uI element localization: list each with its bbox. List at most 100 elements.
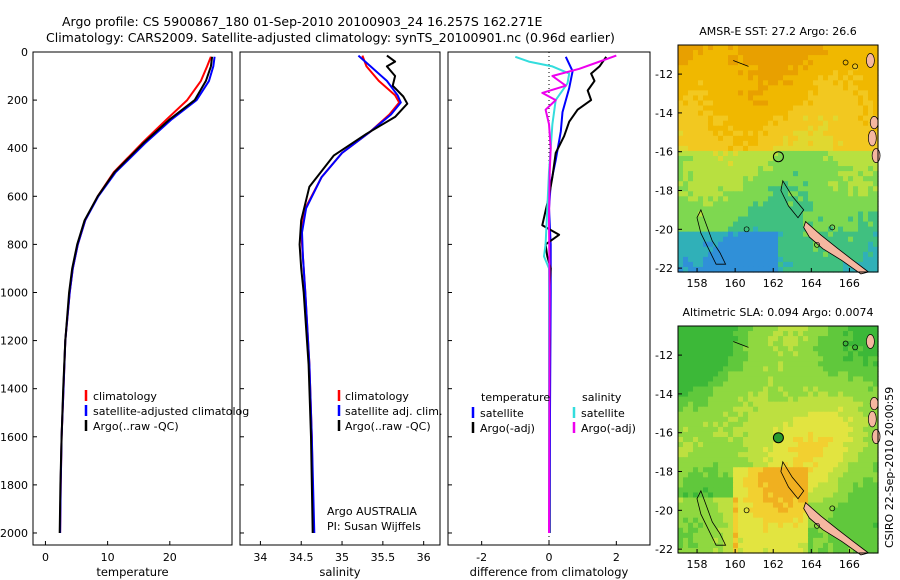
sla_map-cell [683, 386, 689, 393]
sst_map-cell [858, 166, 864, 172]
sst_map-cell [793, 140, 799, 147]
sla_map-cell [738, 472, 744, 478]
sst_map-cell [843, 150, 849, 157]
sla_map-cell [743, 406, 749, 413]
sst_map-cell [823, 130, 829, 137]
sst_map-cell [808, 171, 814, 177]
sst_map-cell [708, 60, 714, 66]
sla_map-cell [858, 351, 864, 357]
sla_map-cell [838, 416, 844, 423]
sla_map-cell [738, 532, 744, 539]
sst_map-cell [858, 125, 864, 132]
sla_map-cell [813, 416, 819, 423]
sst_map-cell [678, 241, 684, 248]
sst_map-cell [873, 80, 879, 86]
sla_map-cell [783, 517, 789, 524]
sst_map-cell [723, 105, 729, 112]
sst_map-cell [683, 85, 689, 91]
sst_map-cell [853, 55, 859, 61]
sst_map-cell [803, 100, 809, 107]
sst_map-cell [778, 216, 784, 223]
sst_map-cell [748, 176, 754, 182]
sla_map-cell [783, 467, 789, 473]
sst_map-cell [738, 85, 744, 91]
sst_map-cell [723, 191, 729, 197]
sla_map-cell [763, 537, 769, 544]
sla_map-cell [778, 421, 784, 428]
sst_map-cell [758, 266, 764, 273]
sst_map-cell [688, 181, 694, 187]
sla_map-cell [693, 447, 699, 453]
sst_map-cell [793, 231, 799, 238]
sst_map-cell [758, 181, 764, 187]
sst_map-cell [768, 125, 774, 132]
sst_map-cell [698, 110, 704, 117]
sla_map-cell [758, 442, 764, 448]
sst_map-cell [793, 75, 799, 81]
sla_map-cell [853, 411, 859, 418]
sla_map-cell [773, 467, 779, 473]
sla_map-cell [838, 547, 844, 554]
sst_map-cell [848, 70, 854, 76]
sst_map-cell [838, 95, 844, 102]
sla_map-cell [803, 391, 809, 398]
sla_map-cell [738, 386, 744, 393]
sla_map-cell [848, 351, 854, 357]
sst_map-cell [718, 150, 724, 157]
sst_map-cell [708, 196, 714, 202]
sst_map-cell [788, 226, 794, 233]
sla_map-cell [838, 341, 844, 347]
sla_map-cell [703, 356, 709, 362]
sst_map-cell [803, 246, 809, 253]
sst_map-cell [873, 100, 879, 107]
sla_map-cell [728, 482, 734, 489]
sla_map-cell [768, 391, 774, 398]
sla_map-cell [788, 341, 794, 347]
sal-legend-label: Argo(..raw -QC) [345, 420, 431, 433]
sla_map-cell [688, 391, 694, 398]
sst_map-cell [723, 171, 729, 177]
sla_map-cell [818, 527, 824, 534]
sla_map-cell [743, 537, 749, 544]
sla_map-cell [778, 416, 784, 423]
sst_map-cell [788, 176, 794, 182]
sla_map-cell [693, 542, 699, 549]
sla_map-cell [813, 487, 819, 494]
sla_map-cell [798, 462, 804, 468]
sla_map-cell [853, 492, 859, 499]
sla_map-cell [833, 411, 839, 418]
sla_map-cell [763, 366, 769, 372]
sst_map-cell [828, 115, 834, 122]
sst_map-cell [838, 176, 844, 182]
sla_map-cell [733, 517, 739, 524]
sla_map-cell [828, 517, 834, 524]
sla_map-cell [863, 497, 869, 504]
sst_map-cell [778, 176, 784, 182]
sla_map-cell [763, 386, 769, 393]
sla_map-cell [678, 532, 684, 539]
sst_map-cell [863, 166, 869, 172]
sla_map-cell [778, 522, 784, 529]
sst_map-cell [748, 100, 754, 107]
sla_map-cell [748, 436, 754, 443]
sst_map-cell [828, 105, 834, 112]
sst_map-cell [803, 171, 809, 177]
sst_map-cell [843, 105, 849, 112]
sst_map-cell [743, 70, 749, 76]
sst_map-cell [703, 155, 709, 162]
sla_map-cell [853, 431, 859, 438]
sst_map-cell [798, 70, 804, 76]
sla_map-cell [863, 452, 869, 458]
sla_map-cell [723, 542, 729, 549]
sla_map-cell [798, 542, 804, 549]
sla_map-cell [713, 406, 719, 413]
sla_map-cell [678, 331, 684, 337]
sst_map-cell [823, 256, 829, 263]
sla_map-cell [748, 421, 754, 428]
sla_map-cell [753, 376, 759, 383]
sla_map-cell [763, 532, 769, 539]
sla_map-cell [678, 462, 684, 468]
sst_map-cell [738, 105, 744, 112]
sla_map-cell [733, 346, 739, 352]
sla_map-cell [738, 421, 744, 428]
